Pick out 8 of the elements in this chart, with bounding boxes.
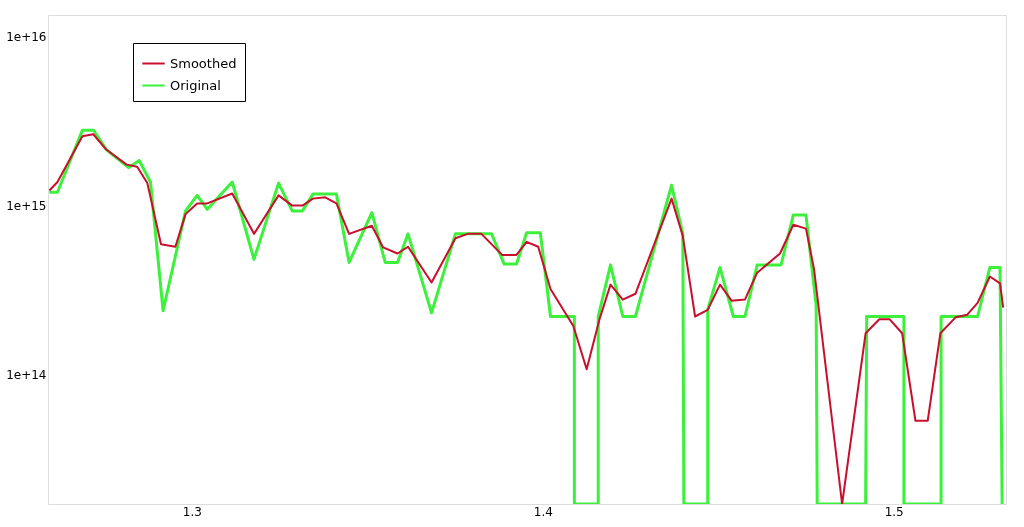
legend-label: Smoothed: [170, 55, 237, 71]
x-tick-label: 1.5: [884, 504, 904, 519]
y-tick-label: 1e+14: [6, 367, 47, 382]
legend-label: Original: [170, 77, 221, 93]
x-tick-label: 1.3: [182, 504, 202, 519]
x-tick-label: 1.4: [533, 504, 553, 519]
y-tick-label: 1e+15: [6, 199, 47, 214]
y-tick-label: 1e+16: [6, 30, 47, 45]
